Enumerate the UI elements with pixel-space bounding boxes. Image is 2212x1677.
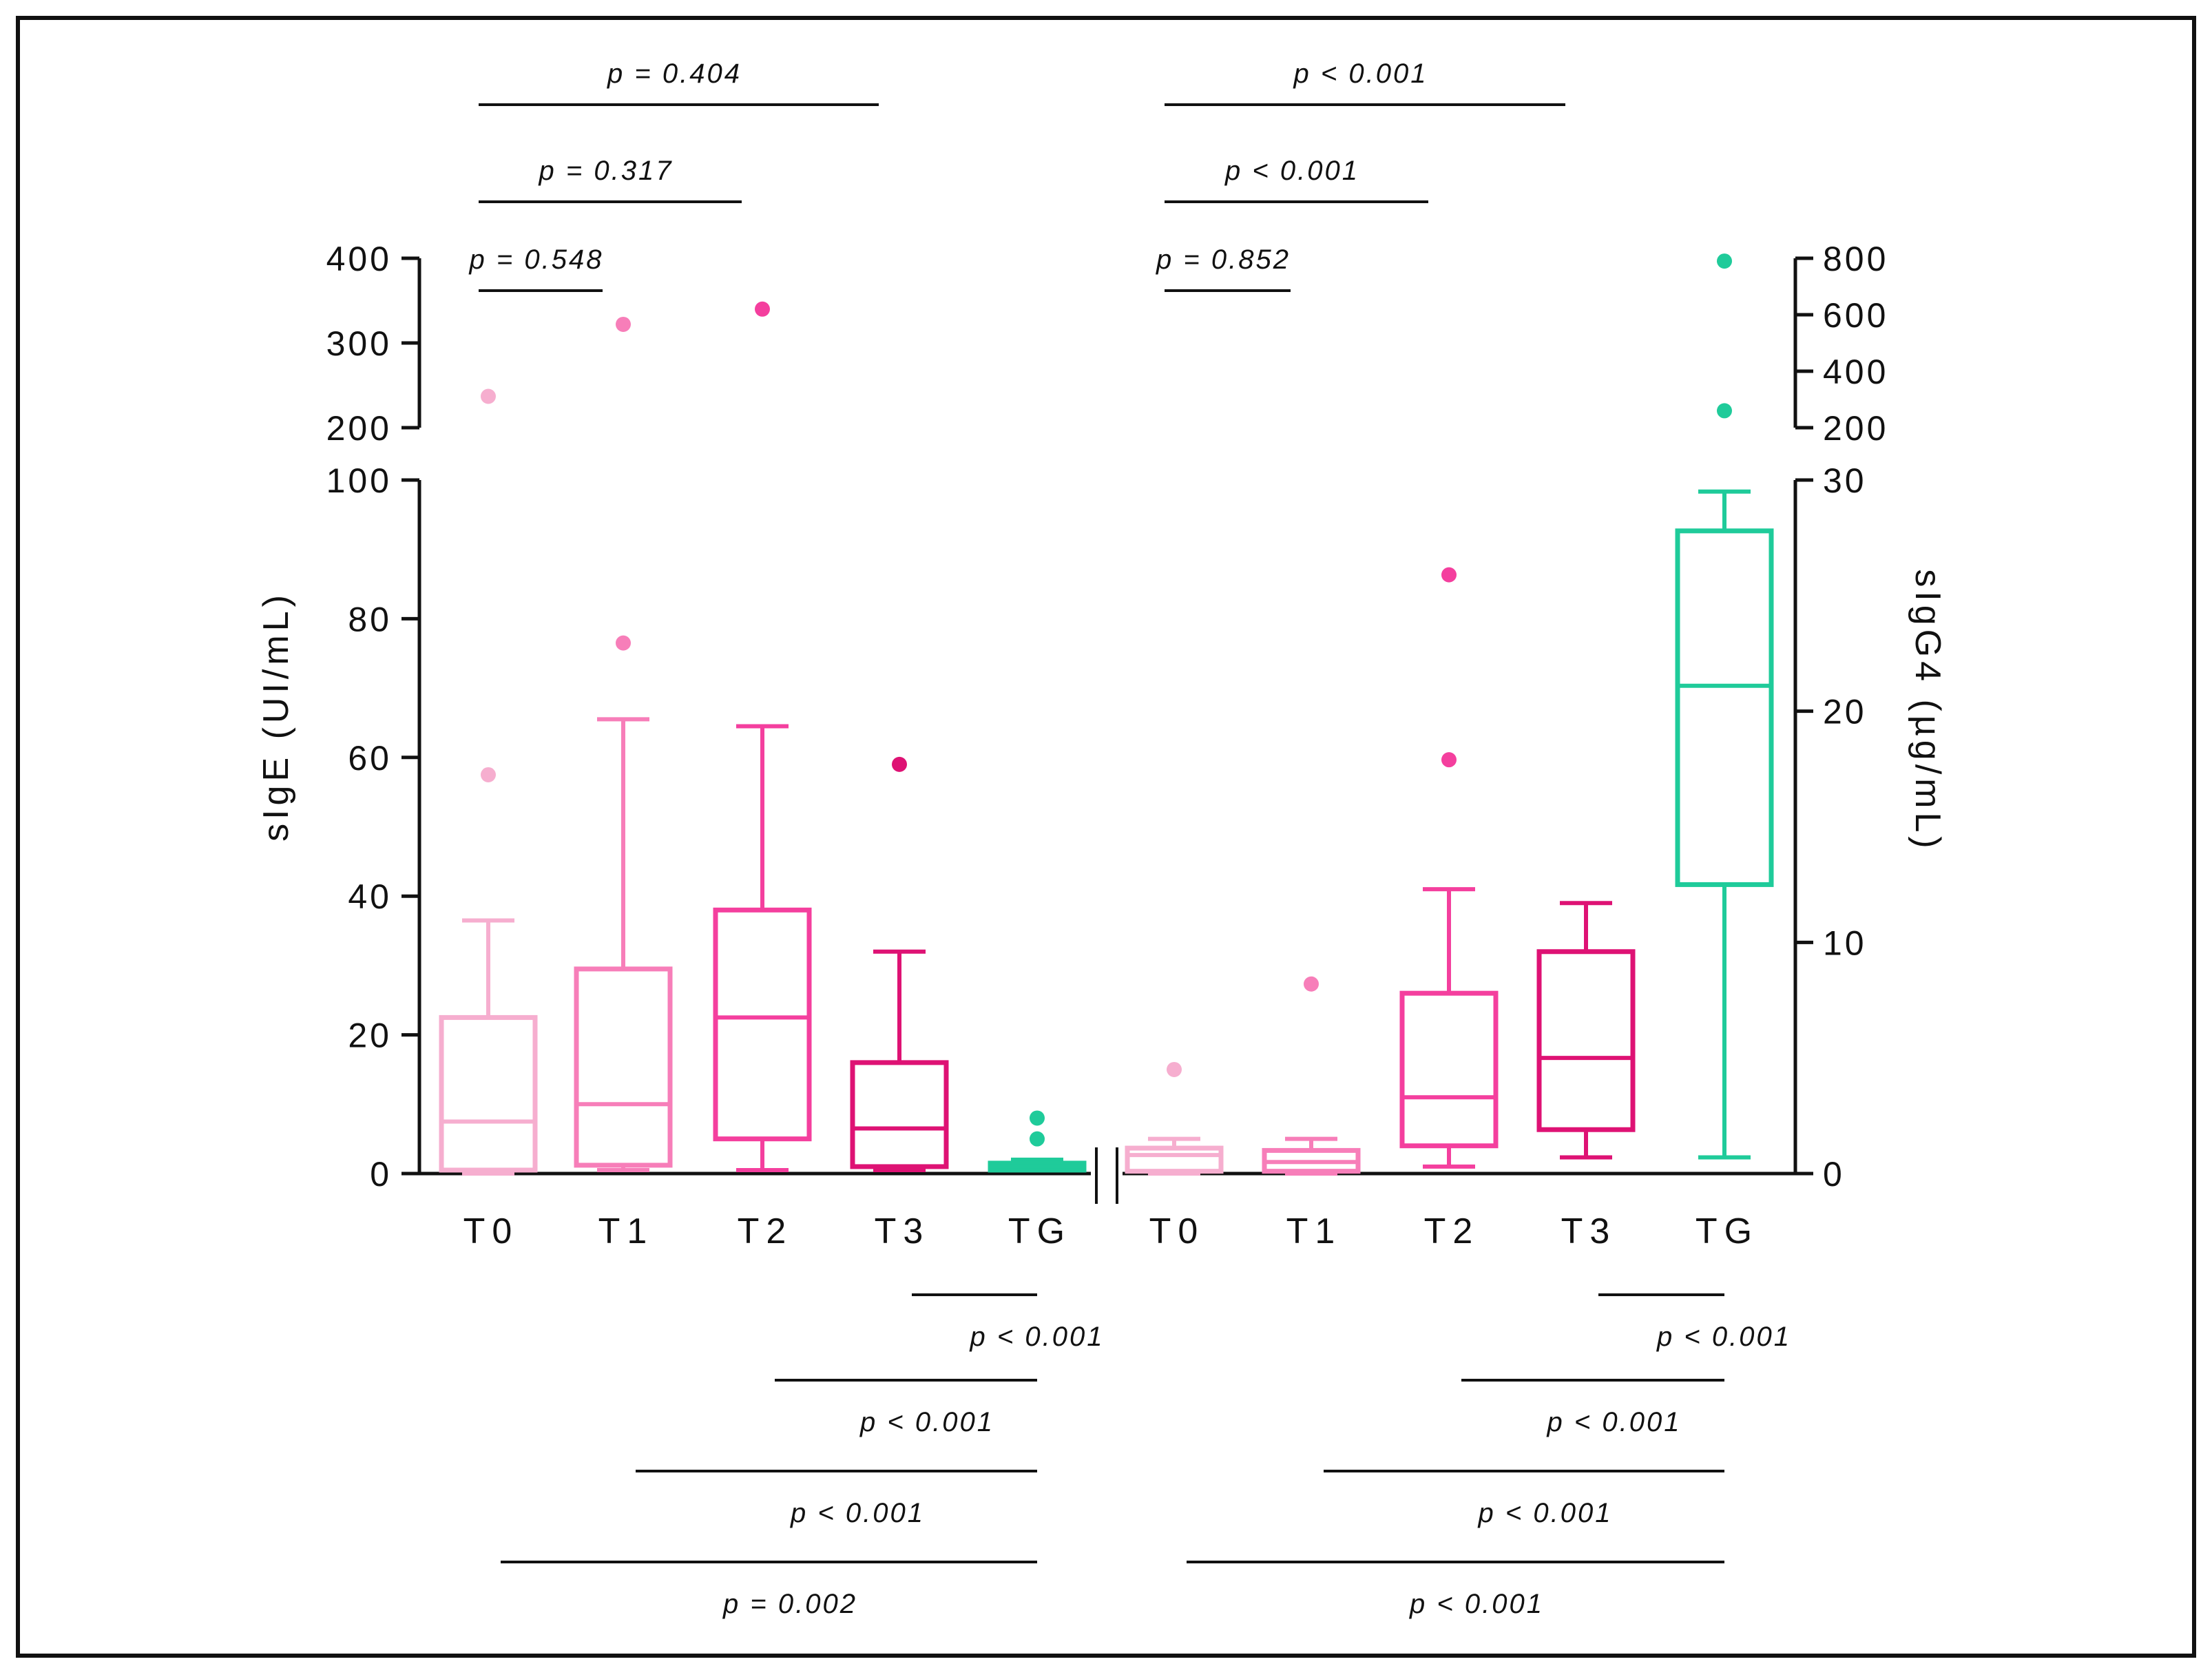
- p-value-label: p < 0.001: [1409, 1589, 1544, 1619]
- p-value-label: p < 0.001: [1478, 1498, 1613, 1528]
- x-category-label: T3: [875, 1211, 930, 1251]
- outlier-point: [1030, 1131, 1045, 1147]
- comparison-bracket: p < 0.001: [636, 1470, 1037, 1528]
- left-axis-tick-label: 400: [326, 240, 392, 278]
- comparison-bracket: p = 0.852: [1156, 244, 1291, 292]
- right-axis-tick-label: 200: [1823, 409, 1888, 448]
- outlier-point: [892, 756, 907, 772]
- outlier-point: [481, 767, 496, 782]
- outlier-point: [1167, 1061, 1182, 1077]
- right-axis-tick-label: 800: [1823, 240, 1888, 278]
- left-axis-tick-label: 300: [326, 324, 392, 363]
- outlier-point: [481, 388, 496, 404]
- comparison-bracket: p = 0.404: [479, 59, 879, 106]
- p-value-label: p < 0.001: [1293, 59, 1428, 89]
- comparison-bracket: p < 0.001: [1187, 1561, 1724, 1619]
- left-axis-tick-label: 100: [326, 461, 392, 500]
- left-axis-tick-label: 200: [326, 409, 392, 448]
- p-value-label: p < 0.001: [859, 1407, 994, 1437]
- box-sigg4-t1: [1262, 976, 1361, 1176]
- comparison-bracket: p < 0.001: [775, 1379, 1037, 1437]
- p-value-label: p = 0.002: [722, 1589, 857, 1619]
- box-sige-t0: [439, 388, 538, 1176]
- box-sigg4-t3: [1536, 901, 1636, 1160]
- x-category-label: T0: [463, 1211, 519, 1251]
- box-sigg4-t2: [1399, 567, 1499, 1169]
- boxes-layer: [439, 253, 1774, 1176]
- p-value-label: p = 0.548: [469, 244, 604, 275]
- x-category-label: T1: [598, 1211, 654, 1251]
- p-value-label: p < 0.001: [1656, 1322, 1791, 1352]
- comparison-bracket: p = 0.317: [479, 156, 742, 203]
- p-value-label: p < 0.001: [970, 1322, 1105, 1352]
- comparison-bracket: p < 0.001: [1598, 1293, 1791, 1352]
- outlier-point: [1717, 253, 1732, 269]
- outlier-point: [1304, 976, 1319, 992]
- box-sigg4-t0: [1125, 1061, 1224, 1176]
- x-category-label: T0: [1149, 1211, 1205, 1251]
- p-value-label: p < 0.001: [1224, 156, 1359, 186]
- comparison-bracket: p < 0.001: [1165, 59, 1565, 106]
- x-category-label: TG: [1695, 1211, 1759, 1251]
- p-value-label: p < 0.001: [1547, 1407, 1682, 1437]
- left-axis-tick-label: 20: [348, 1017, 392, 1055]
- right-axis-tick-label: 600: [1823, 296, 1888, 335]
- x-category-label: TG: [1008, 1211, 1072, 1251]
- figure-border: [16, 16, 2196, 1658]
- left-axis-tick-label: 80: [348, 600, 392, 638]
- box-iqr: [439, 1014, 538, 1173]
- outlier-point: [1441, 567, 1457, 583]
- box-iqr: [1399, 990, 1499, 1149]
- comparison-bracket: p < 0.001: [1324, 1470, 1724, 1528]
- outlier-point: [1441, 752, 1457, 768]
- box-sige-t3: [850, 756, 949, 1172]
- box-sige-tg: [988, 1110, 1087, 1173]
- left-axis-tick-label: 60: [348, 739, 392, 778]
- box-sige-t1: [574, 316, 673, 1172]
- outlier-point: [1717, 403, 1732, 419]
- comparison-bracket: p < 0.001: [1461, 1379, 1724, 1437]
- right-axis-tick-label: 0: [1823, 1155, 1845, 1194]
- box-iqr: [1536, 949, 1636, 1132]
- box-iqr: [850, 1060, 949, 1169]
- left-axis-title: sIgE (UI/mL): [256, 591, 296, 842]
- left-axis-tick-label: 40: [348, 877, 392, 916]
- outlier-point: [755, 301, 770, 317]
- right-axis-tick-label: 10: [1823, 924, 1867, 962]
- right-axis-title: sIgG4 (µg/mL): [1908, 569, 1948, 852]
- box-sigg4-tg: [1675, 253, 1774, 1160]
- p-value-label: p = 0.852: [1156, 244, 1291, 275]
- outlier-point: [616, 316, 631, 332]
- right-axis-tick-label: 30: [1823, 461, 1867, 500]
- left-axis-tick-label: 0: [370, 1155, 392, 1194]
- box-iqr: [713, 907, 812, 1142]
- box-iqr: [574, 966, 673, 1168]
- x-category-label: T2: [738, 1211, 793, 1251]
- p-value-label: p < 0.001: [790, 1498, 925, 1528]
- box-sige-t2: [713, 301, 812, 1172]
- outlier-point: [1030, 1110, 1045, 1126]
- box-iqr: [1675, 528, 1774, 887]
- x-category-label: T1: [1286, 1211, 1342, 1251]
- axes-layer: 0 20 40 60 80 100 200 300 400 0 10 20 30 200 400 600 800…: [256, 240, 1948, 1251]
- p-value-label: p = 0.404: [607, 59, 742, 89]
- p-value-label: p = 0.317: [539, 156, 674, 186]
- comparison-bracket: p < 0.001: [1165, 156, 1428, 203]
- x-category-label: T3: [1561, 1211, 1617, 1251]
- outlier-point: [616, 635, 631, 651]
- comparison-bracket: p = 0.002: [501, 1561, 1037, 1619]
- comparisons-layer: p = 0.548 p = 0.317 p = 0.404 p = 0.852 p < …: [469, 59, 1791, 1619]
- comparison-bracket: p = 0.548: [469, 244, 604, 292]
- right-axis-tick-label: 400: [1823, 353, 1888, 391]
- comparison-bracket: p < 0.001: [912, 1293, 1105, 1352]
- right-axis-tick-label: 20: [1823, 693, 1867, 731]
- box-iqr: [1125, 1145, 1224, 1174]
- x-category-label: T2: [1424, 1211, 1480, 1251]
